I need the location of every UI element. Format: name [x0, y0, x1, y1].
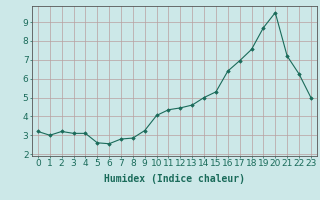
- X-axis label: Humidex (Indice chaleur): Humidex (Indice chaleur): [104, 174, 245, 184]
